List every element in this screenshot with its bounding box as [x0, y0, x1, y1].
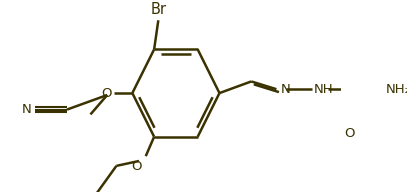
Text: O: O: [131, 160, 142, 173]
Text: O: O: [344, 127, 354, 140]
Text: O: O: [101, 87, 112, 100]
Text: NH₂: NH₂: [385, 83, 407, 96]
Text: NH: NH: [314, 83, 334, 96]
Text: N: N: [280, 83, 290, 96]
Text: N: N: [22, 103, 32, 116]
Text: Br: Br: [150, 2, 166, 17]
